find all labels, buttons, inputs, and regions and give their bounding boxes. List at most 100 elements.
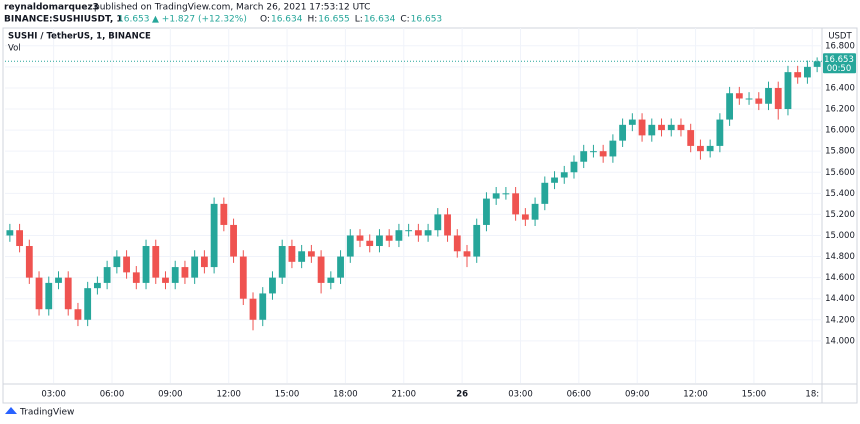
- candle-body: [521, 214, 529, 220]
- symbol: BINANCE:SUSHIUSDT, 1: [4, 15, 123, 25]
- candle-body: [697, 145, 704, 152]
- candle-body: [531, 203, 539, 220]
- candle-body: [716, 119, 724, 146]
- y-tick-label: 15.600: [825, 168, 855, 178]
- ohlc-value: 16.653: [411, 15, 443, 25]
- ohlc: O: 16.634 H: 16.655 L: 16.634 C: 16.653: [260, 15, 442, 25]
- y-tick-label: 14.800: [825, 252, 855, 262]
- candle-body: [755, 98, 763, 104]
- x-tick-label: 15:00: [742, 390, 767, 400]
- ohlc-key: H:: [307, 15, 317, 25]
- price-tag-bg: [823, 53, 856, 74]
- candle-body: [162, 277, 169, 283]
- candle-body: [191, 256, 199, 278]
- candle-body: [794, 72, 802, 78]
- candle-body: [658, 124, 665, 131]
- y-tick-label: 14.200: [825, 315, 855, 325]
- x-tick-label: 18:00: [333, 390, 358, 400]
- candle-body: [804, 66, 811, 78]
- publisher: reynaldomarquez3: [4, 3, 99, 13]
- published-note: published on TradingView.com, March 26, …: [94, 3, 370, 13]
- y-tick-label: 14.400: [825, 294, 855, 304]
- candle-body: [346, 235, 354, 257]
- x-tick-label: 18:: [805, 390, 819, 400]
- candle-body: [784, 72, 792, 110]
- y-tick-label: 15.000: [825, 231, 855, 241]
- candle-body: [123, 256, 130, 273]
- candle-body: [502, 193, 510, 195]
- x-tick-label: 15:00: [275, 390, 300, 400]
- ohlc-key: L:: [355, 15, 363, 25]
- candle-body: [765, 87, 772, 104]
- candle-body: [337, 256, 344, 278]
- candle-body: [25, 246, 33, 278]
- candle-body: [64, 277, 72, 310]
- chart-title: SUSHI / TetherUS, 1, BINANCE: [8, 32, 151, 42]
- candle-body: [638, 119, 646, 136]
- y-tick-label: 16.200: [825, 105, 855, 115]
- candle-body: [541, 182, 549, 204]
- brand: TradingView: [19, 408, 74, 418]
- logo: [5, 407, 17, 414]
- candle-body: [414, 230, 422, 236]
- ohlc-value: 16.655: [318, 15, 350, 25]
- candle-body: [171, 267, 179, 283]
- candle-body: [677, 124, 685, 131]
- candle-body: [648, 124, 656, 136]
- candle-body: [609, 140, 617, 157]
- candle-body: [259, 293, 267, 320]
- grid: 14.000 14.200 14.400 14.600 14.800 15.000 15.2…: [5, 28, 855, 400]
- candle-body: [599, 151, 607, 157]
- candle-body: [453, 235, 461, 252]
- candle-body: [93, 282, 101, 289]
- ohlc-key: C:: [400, 15, 409, 25]
- candle-body: [385, 235, 393, 241]
- candle-body: [473, 224, 481, 257]
- candle-body: [113, 256, 121, 268]
- candle-body: [706, 145, 714, 152]
- y-tick-label: 15.400: [825, 189, 855, 199]
- candle-body: [424, 230, 432, 236]
- candle-body: [726, 93, 734, 120]
- candle-body: [580, 151, 588, 162]
- x-tick-label: 12:00: [216, 390, 241, 400]
- candle-body: [16, 230, 23, 247]
- candle-body: [376, 235, 383, 247]
- y-axis-label: USDT: [828, 32, 852, 42]
- candle-body: [35, 277, 43, 310]
- x-tick-label: 09:00: [158, 390, 183, 400]
- x-tick-label: 06:00: [100, 390, 125, 400]
- x-tick-label: 12:00: [683, 390, 708, 400]
- footer: TradingView: [5, 407, 74, 418]
- x-tick-label: 09:00: [625, 390, 650, 400]
- y-tick-label: 15.800: [825, 147, 855, 157]
- candle-body: [269, 277, 276, 294]
- y-tick-label: 14.600: [825, 273, 855, 283]
- chart-frame: [2, 27, 858, 404]
- candle-body: [307, 251, 315, 257]
- x-tick-label: 21:00: [392, 390, 417, 400]
- price-tag-countdown: 00:50: [827, 64, 852, 74]
- candle-body: [327, 277, 335, 283]
- candle-body: [366, 240, 374, 247]
- y-tick-label: 15.200: [825, 210, 855, 220]
- candle-body: [444, 214, 451, 236]
- candle-body: [356, 235, 364, 241]
- candle-body: [210, 203, 218, 268]
- candle-body: [288, 246, 296, 262]
- x-tick-label: 03:00: [41, 390, 66, 400]
- candle-body: [434, 214, 442, 231]
- x-tick-label: 03:00: [508, 390, 533, 400]
- candle-body: [132, 272, 140, 283]
- candle-body: [6, 230, 14, 236]
- candle-body: [405, 230, 413, 232]
- candle-body: [230, 224, 237, 257]
- candle-body: [492, 193, 500, 199]
- y-tick-label: 16.800: [825, 41, 855, 51]
- candle-body: [239, 256, 247, 299]
- ohlc-key: O:: [260, 15, 270, 25]
- candle-body: [142, 246, 150, 283]
- ohlc-value: 16.634: [271, 15, 303, 25]
- candle-body: [619, 124, 627, 141]
- candle-body: [317, 256, 325, 283]
